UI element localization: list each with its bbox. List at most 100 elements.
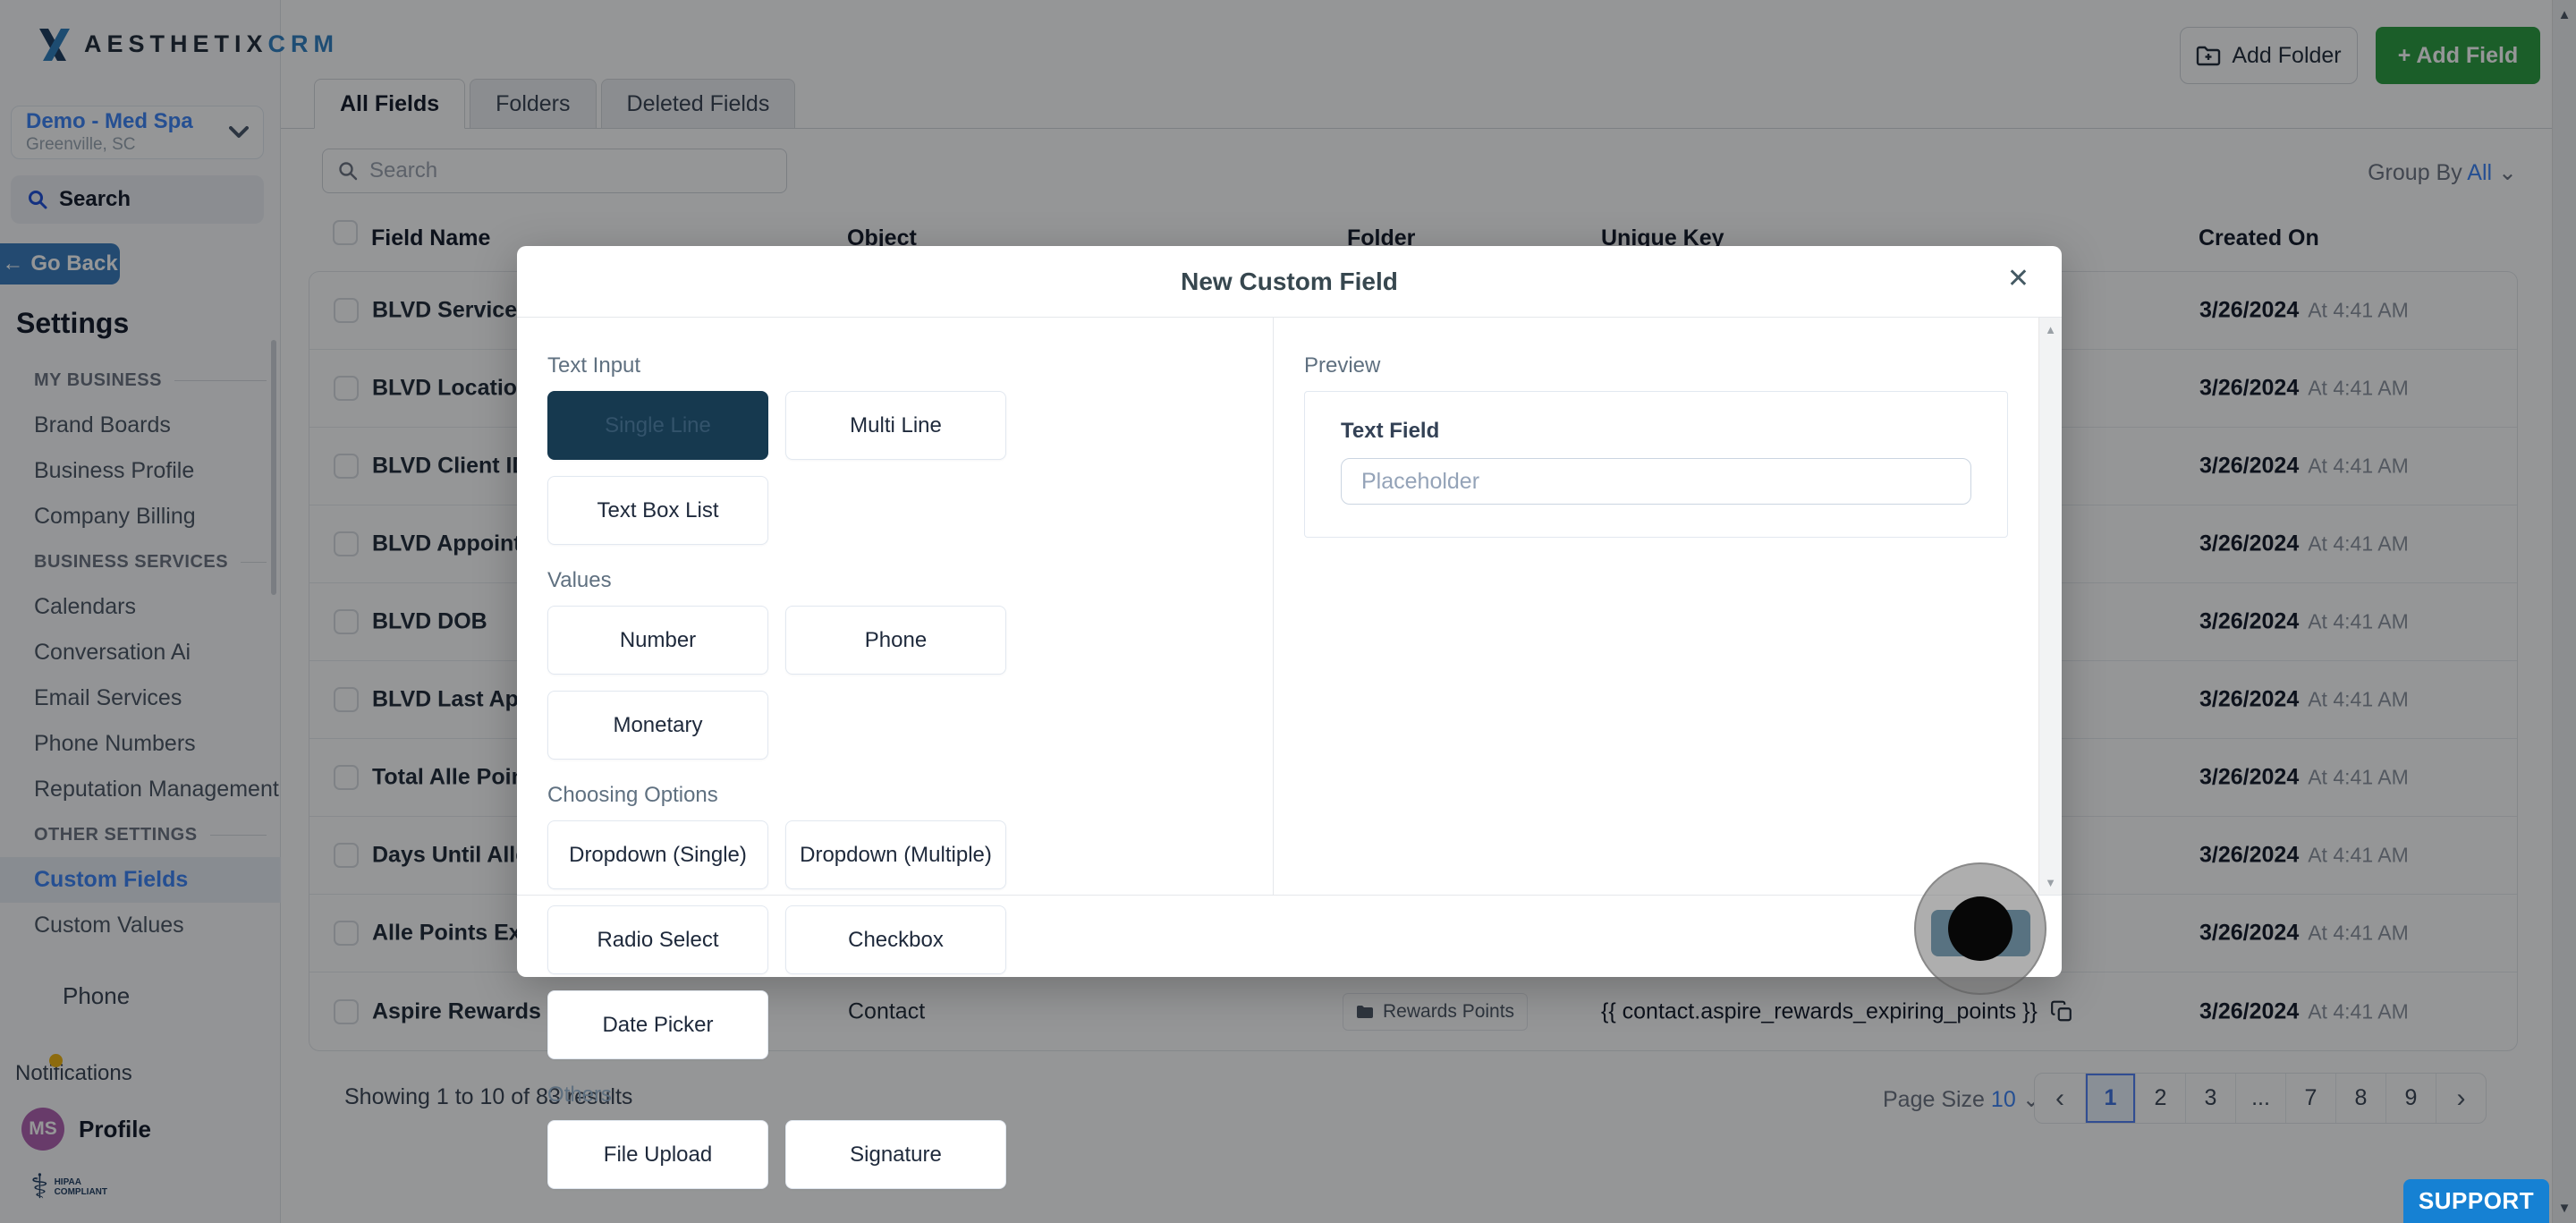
option-signature[interactable]: Signature (785, 1120, 1006, 1189)
avatar: MS (21, 1108, 64, 1151)
search-icon (27, 189, 48, 210)
row-checkbox[interactable] (334, 687, 359, 712)
go-back-button[interactable]: ← Go Back (0, 243, 120, 285)
option-single-line[interactable]: Single Line (547, 391, 768, 460)
sidebar-item-custom-fields[interactable]: Custom Fields (0, 857, 281, 903)
tab-folders[interactable]: Folders (470, 79, 597, 129)
page-scrollbar[interactable]: ▲ ▼ (2552, 0, 2576, 1223)
option-checkbox[interactable]: Checkbox (785, 905, 1006, 974)
row-checkbox[interactable] (334, 921, 359, 946)
row-checkbox[interactable] (334, 609, 359, 634)
sidebar-item-phone-numbers[interactable]: Phone Numbers (34, 731, 196, 756)
workspace-name: Demo - Med Spa (26, 108, 193, 133)
scroll-up-arrow-icon[interactable]: ▲ (2045, 323, 2056, 336)
page-button-9[interactable]: 9 (2385, 1074, 2436, 1123)
folder-icon (1356, 1005, 1374, 1019)
sidebar-item-phone[interactable]: Phone (63, 982, 131, 1009)
search-input[interactable] (369, 158, 772, 183)
sidebar-item-custom-values[interactable]: Custom Values (34, 913, 184, 938)
page-size-control[interactable]: Page Size 10 ⌄ (1883, 1086, 2041, 1113)
option-monetary[interactable]: Monetary (547, 691, 768, 760)
sidebar-item-reputation-management[interactable]: Reputation Management (34, 777, 279, 802)
modal-scrollbar[interactable]: ▲ ▼ (2038, 318, 2062, 895)
sidebar-item-calendars[interactable]: Calendars (34, 594, 136, 619)
tab-deleted-fields[interactable]: Deleted Fields (600, 79, 796, 129)
sidebar-item-conversation-ai[interactable]: Conversation Ai (34, 640, 191, 665)
row-checkbox[interactable] (334, 298, 359, 323)
profile-label: Profile (79, 1115, 151, 1142)
pagination: ‹ 1 2 3 ... 7 8 9 › (2034, 1073, 2487, 1124)
row-checkbox[interactable] (334, 843, 359, 868)
section-values: Values (547, 568, 612, 592)
close-icon[interactable]: ✕ (2006, 264, 2029, 293)
add-field-label: + Add Field (2397, 42, 2519, 68)
tab-all-fields[interactable]: All Fields (314, 79, 466, 129)
modal-header: New Custom Field ✕ (517, 246, 2062, 318)
row-checkbox[interactable] (334, 531, 359, 556)
support-button[interactable]: SUPPORT (2403, 1179, 2549, 1223)
modal-footer (517, 895, 2062, 977)
settings-menu: MY BUSINESS Brand Boards Business Profil… (0, 358, 281, 948)
recording-dot (1948, 896, 2012, 961)
sidebar-search-label: Search (59, 187, 131, 211)
workspace-selector[interactable]: Demo - Med Spa Greenville, SC (11, 106, 264, 159)
next-page-button[interactable]: › (2436, 1074, 2486, 1123)
option-file-upload[interactable]: File Upload (547, 1120, 768, 1189)
option-text-box-list[interactable]: Text Box List (547, 476, 768, 545)
option-date-picker[interactable]: Date Picker (547, 990, 768, 1059)
page-button-1[interactable]: 1 (2085, 1074, 2135, 1123)
column-field-name: Field Name (371, 225, 491, 251)
page-size-value: 10 (1990, 1087, 2016, 1112)
option-dropdown-multiple[interactable]: Dropdown (Multiple) (785, 820, 1006, 889)
scroll-down-arrow-icon[interactable]: ▼ (2045, 876, 2056, 889)
prev-page-button[interactable]: ‹ (2055, 1083, 2064, 1113)
add-folder-button[interactable]: Add Folder (2180, 27, 2358, 84)
row-checkbox[interactable] (334, 376, 359, 401)
field-type-pane: Text Input Single Line Multi Line Text B… (517, 318, 1274, 1189)
folder-chip[interactable]: Rewards Points (1343, 992, 1529, 1031)
go-back-label: Go Back (30, 251, 118, 276)
copy-icon[interactable] (2050, 1000, 2073, 1023)
modal-title: New Custom Field (1181, 267, 1398, 295)
scroll-down-arrow-icon[interactable]: ▼ (2557, 1201, 2572, 1216)
row-checkbox[interactable] (334, 998, 359, 1024)
group-by-control[interactable]: Group By All ⌄ (2347, 159, 2517, 186)
preview-text-input[interactable] (1341, 458, 1971, 505)
page-size-label: Page Size (1883, 1087, 1985, 1112)
preview-card: Text Field (1304, 391, 2008, 538)
table-row[interactable]: Aspire Rewards Expiring Points Contact R… (309, 972, 2517, 1050)
scroll-up-arrow-icon[interactable]: ▲ (2557, 7, 2572, 22)
select-all-checkbox[interactable] (333, 220, 358, 245)
page-button-2[interactable]: 2 (2135, 1074, 2185, 1123)
section-others: Others (547, 1083, 613, 1107)
folder-plus-icon (2196, 45, 2221, 66)
page-button-3[interactable]: 3 (2185, 1074, 2235, 1123)
new-custom-field-modal: New Custom Field ✕ Text Input Single Lin… (517, 246, 2062, 1189)
row-checkbox[interactable] (334, 765, 359, 790)
results-summary: Showing 1 to 10 of 83 results (344, 1084, 633, 1109)
option-radio-select[interactable]: Radio Select (547, 905, 768, 974)
row-checkbox[interactable] (334, 454, 359, 479)
sidebar-item-brand-boards[interactable]: Brand Boards (34, 412, 171, 437)
page-button-8[interactable]: 8 (2335, 1074, 2385, 1123)
settings-title: Settings (16, 307, 130, 339)
profile-link[interactable]: MS Profile (21, 1108, 151, 1151)
option-dropdown-single[interactable]: Dropdown (Single) (547, 820, 768, 889)
sidebar-search-button[interactable]: Search (11, 175, 264, 224)
add-field-button[interactable]: + Add Field (2376, 27, 2540, 84)
sidebar-scrollbar[interactable] (271, 340, 276, 595)
option-number[interactable]: Number (547, 606, 768, 675)
page-ellipsis[interactable]: ... (2235, 1074, 2285, 1123)
sidebar-item-business-profile[interactable]: Business Profile (34, 458, 195, 483)
sidebar-item-company-billing[interactable]: Company Billing (34, 504, 196, 529)
page-button-7[interactable]: 7 (2285, 1074, 2335, 1123)
group-by-label: Group By (2368, 160, 2462, 185)
group-by-value: All (2467, 160, 2493, 185)
notifications-link[interactable]: Notifications (15, 1054, 132, 1086)
sidebar: AESTHETIXCRM Demo - Med Spa Greenville, … (0, 0, 334, 1223)
option-phone[interactable]: Phone (785, 606, 1006, 675)
folder-chip-label: Rewards Points (1383, 1000, 1515, 1022)
option-multi-line[interactable]: Multi Line (785, 391, 1006, 460)
chevron-down-icon: ⌄ (2498, 160, 2517, 185)
sidebar-item-email-services[interactable]: Email Services (34, 685, 182, 710)
